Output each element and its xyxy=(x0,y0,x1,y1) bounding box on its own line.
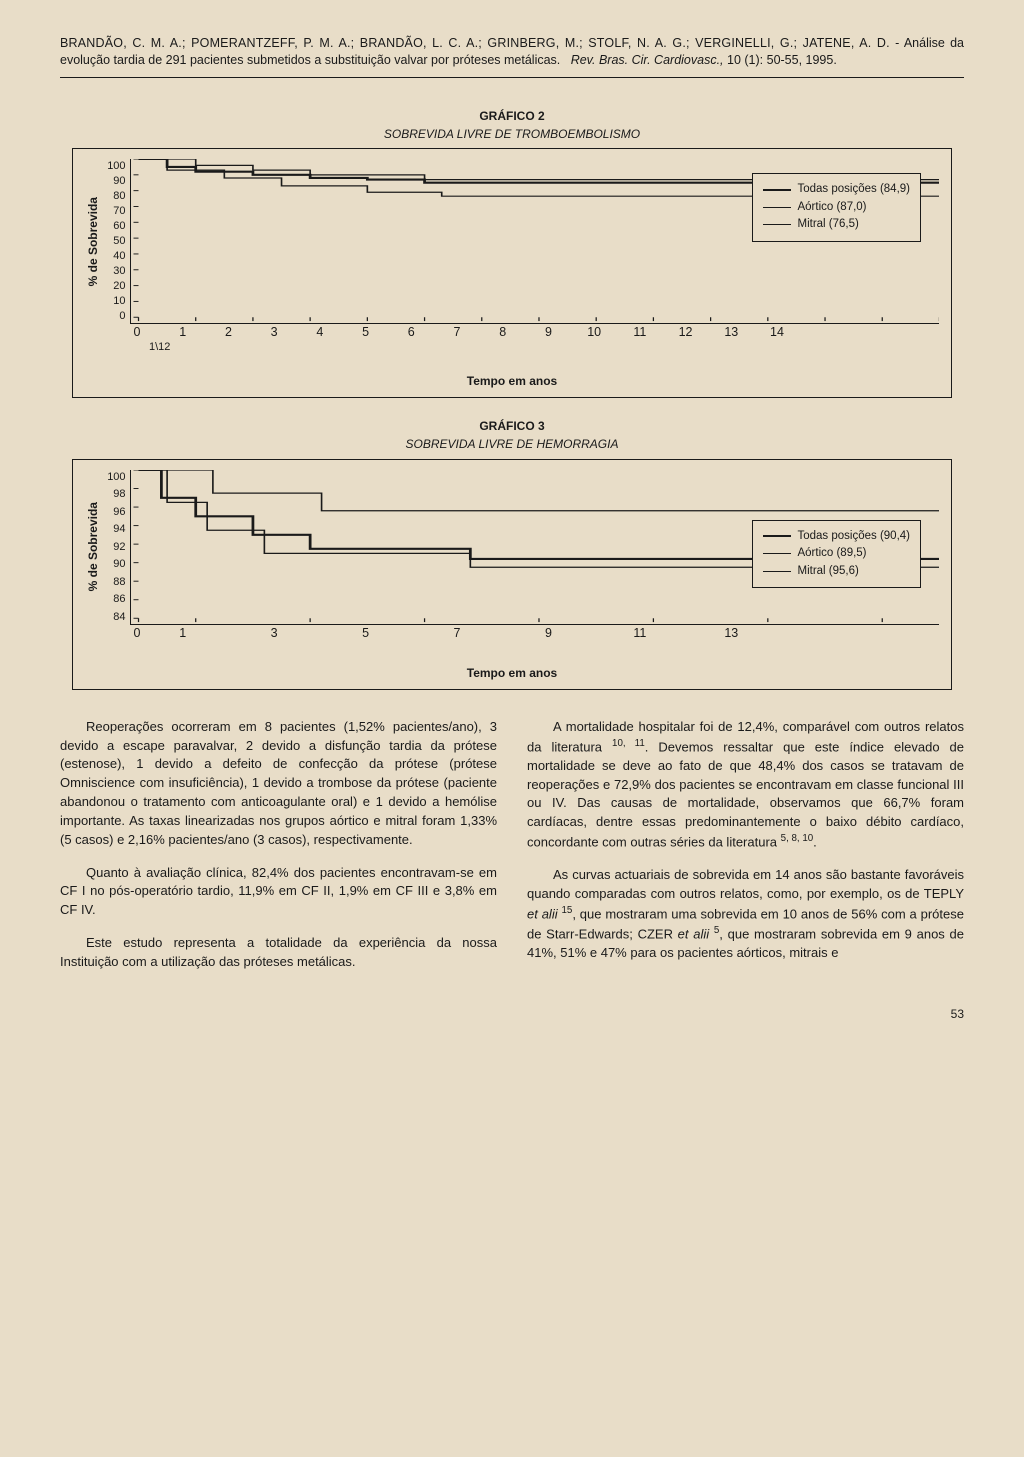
legend-row: Mitral (95,6) xyxy=(763,564,910,580)
xtick-label: 13 xyxy=(724,324,738,341)
citation-authors: BRANDÃO, C. M. A.; POMERANTZEFF, P. M. A… xyxy=(60,36,890,50)
legend-swatch xyxy=(763,571,791,572)
xtick-label: 14 xyxy=(770,324,784,341)
chart2-label: GRÁFICO 2 xyxy=(60,108,964,124)
xtick-label: 5 xyxy=(362,324,369,341)
legend-swatch xyxy=(763,189,791,191)
xtick-label: 11 xyxy=(633,324,646,341)
chart3-label: GRÁFICO 3 xyxy=(60,418,964,434)
xtick-label: 3 xyxy=(271,324,278,341)
ytick-label: 10 xyxy=(107,294,125,309)
xtick-label: 8 xyxy=(499,324,506,341)
page-number: 53 xyxy=(60,1006,964,1022)
chart3-xlabel: Tempo em anos xyxy=(85,665,939,681)
xtick-label: 6 xyxy=(408,324,415,341)
legend-swatch xyxy=(763,535,791,537)
xtick-label: 2 xyxy=(225,324,232,341)
legend-label: Todas posições (90,4) xyxy=(797,529,910,545)
ytick-label: 0 xyxy=(107,309,125,324)
chart2-xticks: 01234567891011121314 xyxy=(137,324,777,338)
xtick-label: 1 xyxy=(179,324,186,341)
legend-row: Aórtico (87,0) xyxy=(763,200,910,216)
xtick-label: 10 xyxy=(587,324,601,341)
chart3-legend: Todas posições (90,4)Aórtico (89,5) Mitra… xyxy=(752,520,921,589)
xtick-label: 5 xyxy=(362,625,369,642)
xtick-label: 4 xyxy=(316,324,323,341)
chart3-subtitle: SOBREVIDA LIVRE DE HEMORRAGIA xyxy=(60,436,964,452)
legend-swatch xyxy=(763,207,791,208)
xtick-label: 0 xyxy=(134,324,141,341)
chart2-yticks: 1009080706050403020100 xyxy=(107,159,129,324)
body-paragraph: Quanto à avaliação clínica, 82,4% dos pa… xyxy=(60,864,497,921)
chart2-xlabel: Tempo em anos xyxy=(85,373,939,389)
ytick-label: 60 xyxy=(107,219,125,234)
xtick-label: 12 xyxy=(679,324,693,341)
citation-block: BRANDÃO, C. M. A.; POMERANTZEFF, P. M. A… xyxy=(60,35,964,69)
body-paragraph: Reoperações ocorreram em 8 pacientes (1,… xyxy=(60,718,497,850)
chart2-ylabel: % de Sobrevida xyxy=(85,197,101,286)
legend-label: Todas posições (84,9) xyxy=(797,182,910,198)
legend-row: Todas posições (90,4) xyxy=(763,529,910,545)
xtick-label: 1 xyxy=(179,625,186,642)
xtick-label: 11 xyxy=(633,625,646,642)
ytick-label: 50 xyxy=(107,234,125,249)
header-rule xyxy=(60,77,964,78)
xtick-label: 3 xyxy=(271,625,278,642)
chart2-plot: Todas posições (84,9) Aórtico (87,0)Mitra… xyxy=(130,159,939,324)
chart2-legend: Todas posições (84,9) Aórtico (87,0)Mitra… xyxy=(752,173,921,242)
citation-journal: Rev. Bras. Cir. Cardiovasc., xyxy=(571,53,724,67)
legend-row: Todas posições (84,9) xyxy=(763,182,910,198)
xtick-label: 9 xyxy=(545,625,552,642)
ytick-label: 40 xyxy=(107,249,125,264)
legend-label: Mitral (76,5) xyxy=(797,217,858,233)
legend-label: Mitral (95,6) xyxy=(797,564,858,580)
right-column: A mortalidade hospitalar foi de 12,4%, c… xyxy=(527,718,964,986)
ytick-label: 20 xyxy=(107,279,125,294)
xtick-label: 7 xyxy=(454,625,461,642)
ytick-label: 92 xyxy=(107,540,125,555)
body-paragraph: Este estudo representa a totalidade da e… xyxy=(60,934,497,972)
citation-ref: 10 (1): 50-55, 1995. xyxy=(727,53,837,67)
legend-row: Mitral (76,5) xyxy=(763,217,910,233)
chart2-n12: 1\12 xyxy=(149,340,939,355)
ytick-label: 30 xyxy=(107,264,125,279)
chart2-subtitle: SOBREVIDA LIVRE DE TROMBOEMBOLISMO xyxy=(60,126,964,142)
xtick-label: 9 xyxy=(545,324,552,341)
chart3-plot: Todas posições (90,4)Aórtico (89,5) Mitra… xyxy=(130,470,939,625)
ytick-label: 96 xyxy=(107,505,125,520)
xtick-label: 7 xyxy=(454,324,461,341)
ytick-label: 94 xyxy=(107,522,125,537)
legend-label: Aórtico (89,5) xyxy=(797,546,866,562)
chart3-yticks: 100 98 96 94 92 90 88 86 84 xyxy=(107,470,129,625)
ytick-label: 88 xyxy=(107,575,125,590)
ytick-label: 90 xyxy=(107,174,125,189)
xtick-label: 0 xyxy=(134,625,141,642)
body-paragraph: As curvas actuariais de sobrevida em 14 … xyxy=(527,866,964,963)
left-column: Reoperações ocorreram em 8 pacientes (1,… xyxy=(60,718,497,986)
chart2-box: % de Sobrevida 1009080706050403020100 To… xyxy=(72,148,952,398)
legend-label: Aórtico (87,0) xyxy=(797,200,866,216)
series-line xyxy=(138,470,939,511)
chart3-xticks: 0135791113 xyxy=(137,625,777,639)
ytick-label: 100 xyxy=(107,470,125,485)
body-columns: Reoperações ocorreram em 8 pacientes (1,… xyxy=(60,718,964,986)
ytick-label: 80 xyxy=(107,189,125,204)
chart3-box: % de Sobrevida 1009896949290888684 Todas… xyxy=(72,459,952,690)
ytick-label: 84 xyxy=(107,610,125,625)
legend-row: Aórtico (89,5) xyxy=(763,546,910,562)
ytick-label: 100 xyxy=(107,159,125,174)
ytick-label: 70 xyxy=(107,204,125,219)
ytick-label: 90 xyxy=(107,557,125,572)
chart3-ylabel: % de Sobrevida xyxy=(85,502,101,591)
legend-swatch xyxy=(763,553,791,554)
legend-swatch xyxy=(763,224,791,225)
ytick-label: 86 xyxy=(107,592,125,607)
ytick-label: 98 xyxy=(107,487,125,502)
body-paragraph: A mortalidade hospitalar foi de 12,4%, c… xyxy=(527,718,964,853)
xtick-label: 13 xyxy=(724,625,738,642)
